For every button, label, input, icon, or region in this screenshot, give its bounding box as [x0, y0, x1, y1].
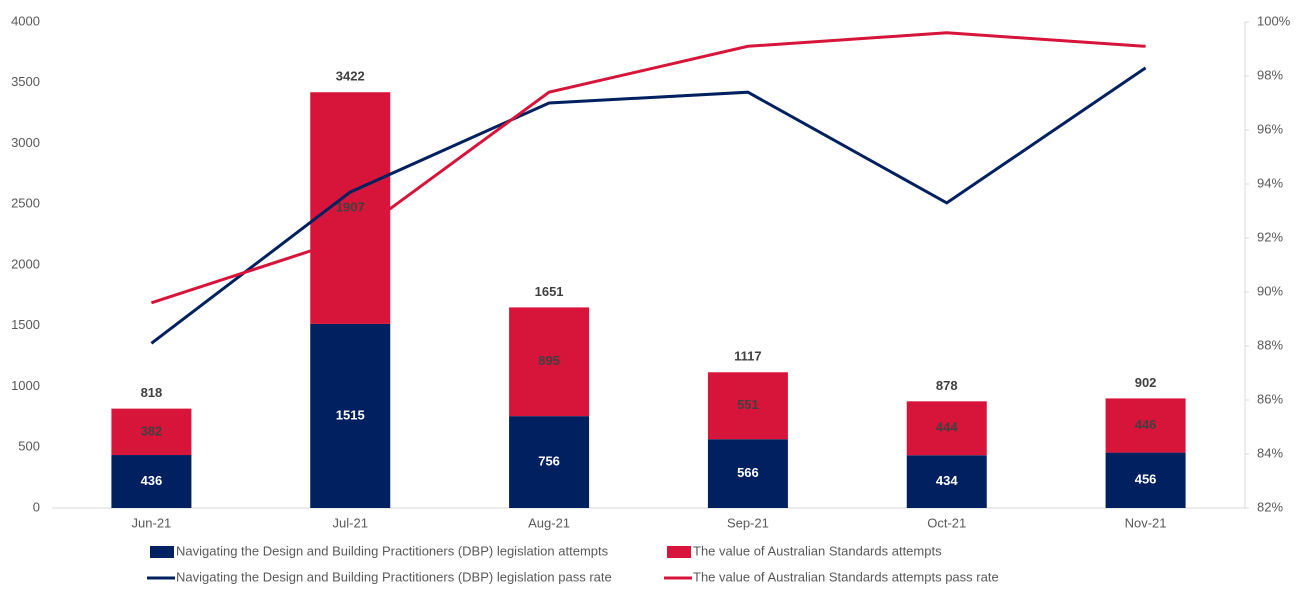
bar-label: 446	[1135, 417, 1157, 432]
y2-tick-label: 82%	[1257, 499, 1283, 514]
y-tick-label: 1500	[11, 317, 40, 332]
x-tick-label: Jul-21	[333, 515, 368, 530]
bar	[906, 455, 987, 508]
bar	[509, 416, 590, 508]
y-tick-label: 2000	[11, 256, 40, 271]
total-label: 818	[141, 385, 163, 400]
bar-label: 551	[737, 397, 759, 412]
bar-label: 456	[1135, 472, 1157, 487]
bar	[111, 455, 192, 508]
y2-tick-label: 86%	[1257, 391, 1283, 406]
total-label: 902	[1135, 375, 1157, 390]
legend-swatch	[667, 546, 691, 558]
y2-tick-label: 92%	[1257, 229, 1283, 244]
total-label: 1117	[734, 349, 762, 364]
bar-label: 436	[141, 473, 163, 488]
bar	[310, 92, 391, 324]
y2-tick-label: 84%	[1257, 445, 1283, 460]
y-tick-label: 1000	[11, 378, 40, 393]
bar-label: 566	[737, 465, 759, 480]
bar	[111, 408, 192, 456]
line	[150, 31, 1146, 305]
x-tick-label: Sep-21	[727, 515, 769, 530]
bar-label: 382	[141, 423, 163, 438]
bar-label: 756	[538, 454, 560, 469]
y2-tick-label: 94%	[1257, 175, 1283, 190]
legend-label: Navigating the Design and Building Pract…	[176, 569, 612, 584]
y-tick-label: 3500	[11, 74, 40, 89]
y-tick-label: 500	[18, 439, 40, 454]
bar	[509, 307, 590, 417]
total-label: 1651	[535, 284, 564, 299]
y2-tick-label: 98%	[1257, 67, 1283, 82]
bar	[1105, 398, 1186, 453]
y-tick-label: 4000	[11, 13, 40, 28]
y2-tick-label: 96%	[1257, 121, 1283, 136]
bar-label: 1515	[336, 407, 365, 422]
bar	[906, 401, 987, 456]
legend-label: The value of Australian Standards attemp…	[693, 569, 999, 584]
bar-label: 895	[538, 353, 560, 368]
x-tick-label: Aug-21	[528, 515, 570, 530]
bar	[1105, 452, 1186, 508]
y-tick-label: 0	[33, 499, 40, 514]
y2-tick-label: 100%	[1257, 13, 1291, 28]
y2-tick-label: 90%	[1257, 283, 1283, 298]
legend-swatch	[150, 546, 174, 558]
y-tick-label: 2500	[11, 196, 40, 211]
x-tick-label: Oct-21	[927, 515, 966, 530]
bar	[707, 439, 788, 508]
bar-label: 444	[936, 420, 958, 435]
bar-label: 434	[936, 473, 958, 488]
bar	[310, 323, 391, 508]
y2-tick-label: 88%	[1257, 337, 1283, 352]
line	[150, 66, 1147, 345]
total-label: 878	[936, 378, 958, 393]
x-tick-label: Nov-21	[1125, 515, 1167, 530]
bar-label: 1907	[336, 200, 365, 215]
y-tick-label: 3000	[11, 135, 40, 150]
x-tick-label: Jun-21	[132, 515, 172, 530]
legend-label: The value of Australian Standards attemp…	[693, 543, 942, 558]
total-label: 3422	[336, 69, 365, 84]
bar	[707, 372, 788, 440]
legend-label: Navigating the Design and Building Pract…	[176, 543, 609, 558]
